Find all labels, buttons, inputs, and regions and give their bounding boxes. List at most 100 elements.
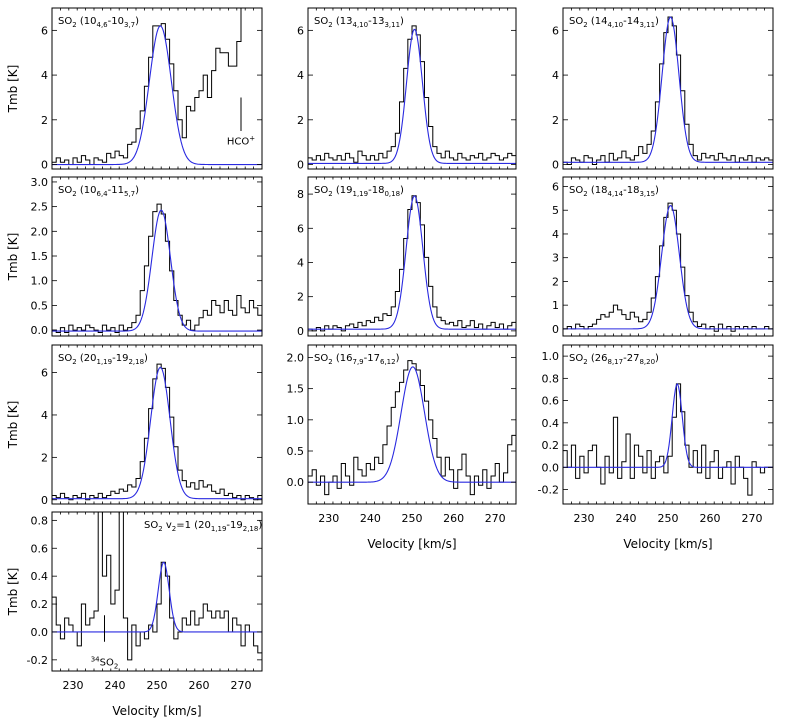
y-tick-label: 0.5 xyxy=(287,445,305,458)
x-tick-label: 260 xyxy=(700,512,721,525)
observed-spectrum xyxy=(52,512,262,661)
y-tick-label: 2.5 xyxy=(31,201,49,214)
plot-frame xyxy=(51,7,263,170)
transition-label: SO2 (201,19-192,18) xyxy=(58,353,148,366)
plot-frame xyxy=(307,7,517,170)
y-tick-label: 1.0 xyxy=(287,414,305,427)
x-tick-label: 260 xyxy=(443,512,464,525)
x-tick-label: 230 xyxy=(63,679,84,692)
y-axis-title: Tmb [K] xyxy=(6,65,20,114)
y-tick-label: 3.0 xyxy=(31,176,49,189)
panel-3: 0 2 4 6 SO2 (144,10-143,11) xyxy=(552,7,774,172)
y-tick-label: 2 xyxy=(552,114,559,127)
y-tick-label: 4 xyxy=(297,69,304,82)
y-tick-label: 0.4 xyxy=(542,417,560,430)
observed-spectrum xyxy=(52,203,262,334)
gaussian-fit xyxy=(563,16,773,163)
gaussian-fit xyxy=(52,366,262,500)
transition-label: SO2 (144,10-143,11) xyxy=(569,16,659,29)
y-tick-label: 0.8 xyxy=(31,514,49,527)
x-tick-label: 250 xyxy=(147,679,168,692)
y-tick-label: 6 xyxy=(297,222,304,235)
line-marker-label: HCO+ xyxy=(227,134,255,147)
y-tick-label: 0 xyxy=(41,494,48,507)
y-tick-label: 0.0 xyxy=(287,476,305,489)
panel-7: 0 2 4 6 Tmb [K] SO2 (201,19-192,18) xyxy=(6,344,263,507)
x-tick-label: 250 xyxy=(402,512,423,525)
y-tick-label: 0 xyxy=(297,325,304,338)
observed-spectrum xyxy=(563,202,773,332)
panel-5: 0 2 4 6 8 SO2 (191,19-180,18) xyxy=(297,176,517,338)
panel-4: 0.0 0.5 1.0 1.5 2.0 2.5 3.0 Tmb [K] SO2 (106,4-1… xyxy=(6,176,263,337)
gaussian-fit xyxy=(308,28,516,164)
y-axis-title: Tmb [K] xyxy=(6,401,20,450)
transition-label: SO2 (268,17-278,20) xyxy=(569,353,659,366)
y-tick-label: 0.2 xyxy=(542,439,560,452)
x-tick-label: 260 xyxy=(189,679,210,692)
transition-label: SO2 (106,4-115,7) xyxy=(58,185,139,198)
y-tick-label: 4 xyxy=(297,256,304,269)
observed-spectrum xyxy=(52,363,262,501)
panel-1: 0 2 4 6 Tmb [K] SO2 (104,6-103,7) HCO+ xyxy=(6,7,263,172)
gaussian-fit xyxy=(52,561,262,633)
y-tick-label: 2.0 xyxy=(287,351,305,364)
x-tick-label: 240 xyxy=(105,679,126,692)
y-tick-label: 0.0 xyxy=(31,626,49,639)
plot-frame xyxy=(51,176,263,337)
y-tick-label: 2 xyxy=(297,291,304,304)
y-tick-label: 0.5 xyxy=(31,299,49,312)
x-tick-label: 270 xyxy=(485,512,506,525)
y-tick-label: 2 xyxy=(41,114,48,127)
observed-spectrum xyxy=(52,8,242,166)
x-tick-label: 230 xyxy=(318,512,339,525)
x-axis-title: Velocity [km/s] xyxy=(112,704,201,718)
y-tick-label: 0.4 xyxy=(31,570,49,583)
y-tick-label: 0 xyxy=(41,159,48,172)
y-tick-label: 4 xyxy=(41,69,48,82)
y-tick-label: 1 xyxy=(552,299,559,312)
x-axis-title: Velocity [km/s] xyxy=(367,537,456,551)
x-tick-label: 240 xyxy=(360,512,381,525)
y-tick-label: 6 xyxy=(552,24,559,37)
y-axis-title: Tmb [K] xyxy=(6,568,20,617)
y-tick-label: 4 xyxy=(41,409,48,422)
y-tick-label: 1.0 xyxy=(31,275,49,288)
observed-spectrum xyxy=(308,195,516,332)
x-tick-label: 270 xyxy=(231,679,252,692)
y-tick-label: 2 xyxy=(297,114,304,127)
y-tick-label: 5 xyxy=(552,204,559,217)
line-marker-label: 34SO2 xyxy=(91,655,119,670)
x-axis-title: Velocity [km/s] xyxy=(623,537,712,551)
gaussian-fit xyxy=(563,205,773,330)
y-tick-label: 0.2 xyxy=(31,598,49,611)
y-tick-label: -0.2 xyxy=(27,654,48,667)
plot-frame xyxy=(307,344,517,505)
observed-spectrum xyxy=(308,360,516,496)
y-tick-label: 6 xyxy=(41,24,48,37)
y-tick-label: 3 xyxy=(552,252,559,265)
x-tick-label: 250 xyxy=(658,512,679,525)
y-tick-label: 1.5 xyxy=(31,250,49,263)
y-tick-label: 0.6 xyxy=(542,395,560,408)
y-tick-label: 0 xyxy=(552,323,559,336)
plot-frame xyxy=(51,511,263,672)
y-tick-label: 0.0 xyxy=(542,461,560,474)
y-tick-label: 0 xyxy=(552,159,559,172)
panels: 0 2 4 6 Tmb [K] SO2 (104,6-103,7) HCO+ 0 2 4 6 SO2 … xyxy=(6,7,774,718)
gaussian-fit xyxy=(308,195,516,330)
transition-label: SO2 (191,19-180,18) xyxy=(314,185,404,198)
observed-spectrum xyxy=(563,383,773,496)
x-tick-label: 240 xyxy=(616,512,637,525)
y-tick-label: 4 xyxy=(552,228,559,241)
plot-frame xyxy=(562,7,774,170)
y-tick-label: 8 xyxy=(297,188,304,201)
y-tick-label: 0.6 xyxy=(31,542,49,555)
transition-label: SO2 (184,14-183,15) xyxy=(569,185,659,198)
gaussian-fit xyxy=(308,366,516,483)
y-tick-label: 0 xyxy=(297,159,304,172)
y-tick-label: 1.0 xyxy=(542,350,560,363)
panel-6: 0 1 2 3 4 5 6 SO2 (184,14-183,15) xyxy=(552,176,774,337)
transition-label: SO2 v2=1 (201,19-192,18) xyxy=(144,520,262,533)
panel-8: 0.0 0.5 1.0 1.5 2.0 230 240 250 260 270 Velocity [… xyxy=(287,344,517,551)
x-tick-label: 270 xyxy=(742,512,763,525)
